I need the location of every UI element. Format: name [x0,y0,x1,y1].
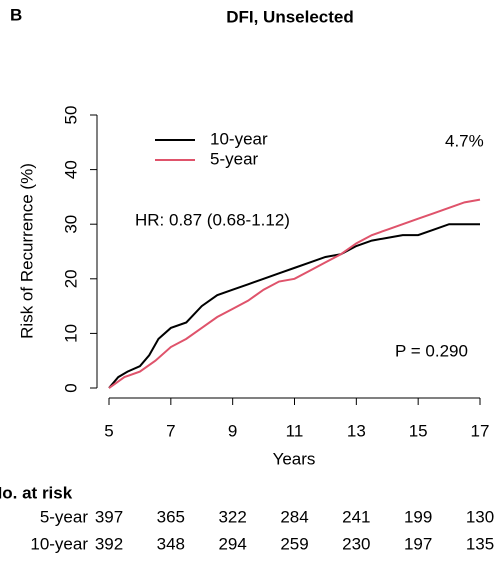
risk-value: 199 [404,507,432,526]
x-tick-label: 15 [409,421,428,440]
x-tick-label: 17 [471,421,490,440]
chart-title: DFI, Unselected [226,7,354,26]
y-axis-label: Risk of Recurrence (%) [17,163,36,339]
x-tick-label: 7 [166,421,175,440]
annotation: 4.7% [445,131,484,150]
risk-value: 392 [95,534,123,553]
risk-table-title: No. at risk [0,483,73,502]
y-tick-label: 20 [61,269,80,288]
y-tick-label: 10 [61,324,80,343]
x-axis-label: Years [273,449,316,468]
risk-value: 135 [466,534,494,553]
risk-row-label: 10-year [30,534,88,553]
y-tick-label: 30 [61,215,80,234]
risk-value: 284 [280,507,308,526]
y-tick-label: 40 [61,160,80,179]
risk-value: 365 [157,507,185,526]
risk-value: 348 [157,534,185,553]
panel-label: B [10,5,22,24]
risk-value: 294 [218,534,246,553]
risk-value: 130 [466,507,494,526]
x-tick-label: 9 [228,421,237,440]
legend-label: 10-year [210,129,268,148]
risk-row-label: 5-year [40,507,89,526]
risk-value: 259 [280,534,308,553]
x-tick-label: 13 [347,421,366,440]
risk-value: 197 [404,534,432,553]
curve [108,223,480,389]
y-tick-label: 50 [61,106,80,125]
x-tick-label: 11 [286,421,304,440]
legend-label: 5-year [210,149,259,168]
curve [108,198,481,389]
annotation: HR: 0.87 (0.68-1.12) [135,210,290,229]
x-tick-label: 5 [104,421,113,440]
risk-value: 322 [218,507,246,526]
y-tick-label: 0 [61,383,80,392]
annotation: P = 0.290 [395,341,468,360]
risk-value: 230 [342,534,370,553]
risk-value: 241 [342,507,370,526]
risk-value: 397 [95,507,123,526]
